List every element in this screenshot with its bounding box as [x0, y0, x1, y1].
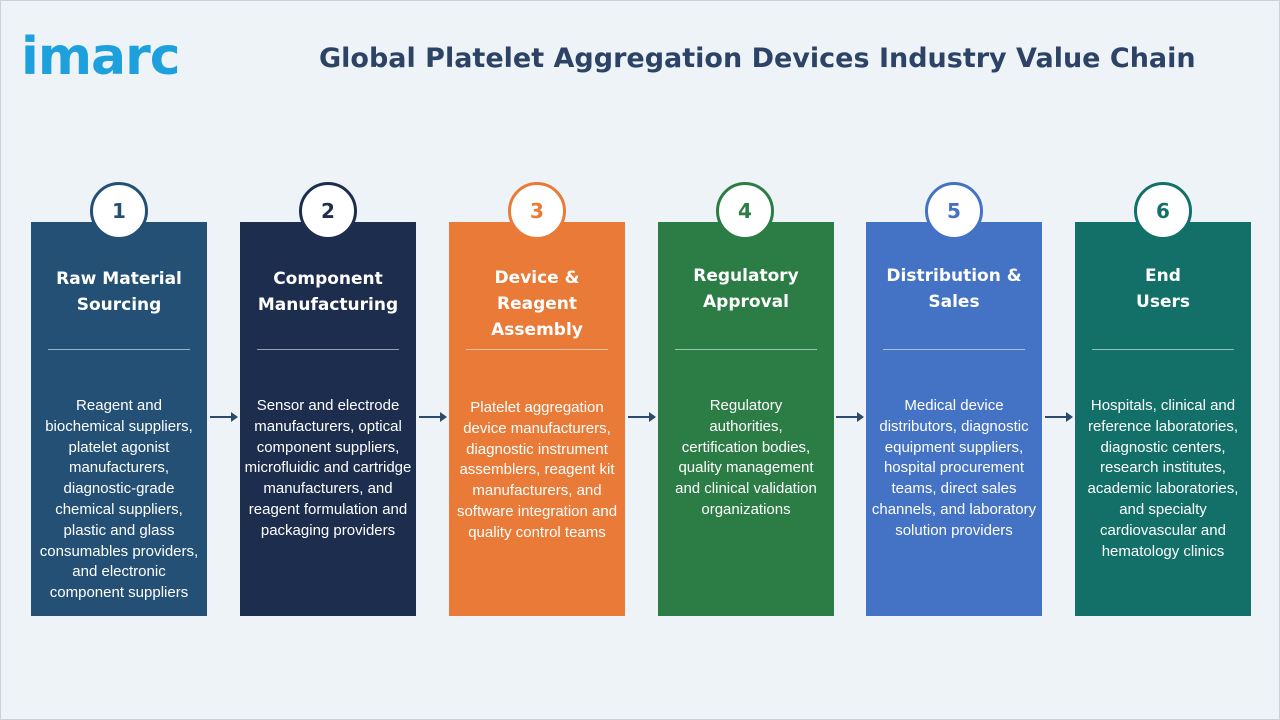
step-card-end-users: End Users Hospitals, clinical and refere…: [1075, 222, 1251, 616]
arrow-right-icon: [419, 412, 447, 422]
step-card-component-manufacturing: Component Manufacturing Sensor and elect…: [240, 222, 416, 616]
step-divider: [883, 349, 1025, 350]
step-heading: Regulatory Approval: [693, 266, 799, 312]
step-number-badge: 6: [1134, 182, 1192, 240]
step-description: Regulatory authorities, certification bo…: [675, 397, 817, 518]
step-divider: [48, 349, 190, 350]
step-heading: Raw Material Sourcing: [56, 269, 182, 315]
step-card-regulatory-approval: Regulatory Approval Regulatory authoriti…: [658, 222, 834, 616]
step-number-badge: 1: [90, 182, 148, 240]
step-heading: End Users: [1136, 266, 1190, 312]
step-heading: Device & Reagent Assembly: [491, 268, 583, 340]
step-heading: Component Manufacturing: [257, 269, 399, 315]
step-card-device-reagent-assembly: Device & Reagent Assembly Platelet aggre…: [449, 222, 625, 616]
arrow-right-icon: [836, 412, 864, 422]
step-description: Sensor and electrode manufacturers, opti…: [244, 397, 412, 539]
step-divider: [257, 349, 399, 350]
step-description: Medical device distributors, diagnostic …: [871, 397, 1037, 539]
step-number-badge: 2: [299, 182, 357, 240]
step-divider: [1092, 349, 1234, 350]
step-description: Platelet aggregation device manufacturer…: [456, 399, 618, 541]
step-description: Hospitals, clinical and reference labora…: [1087, 397, 1239, 560]
arrow-right-icon: [1045, 412, 1073, 422]
step-number-badge: 3: [508, 182, 566, 240]
imarc-logo: imarc: [21, 27, 181, 87]
page-title: Global Platelet Aggregation Devices Indu…: [319, 43, 1196, 74]
step-card-distribution-sales: Distribution & Sales Medical device dist…: [866, 222, 1042, 616]
step-number-badge: 5: [925, 182, 983, 240]
arrow-right-icon: [628, 412, 656, 422]
step-heading: Distribution & Sales: [886, 266, 1022, 312]
step-divider: [466, 349, 608, 350]
step-number-badge: 4: [716, 182, 774, 240]
step-divider: [675, 349, 817, 350]
step-description: Reagent and biochemical suppliers, plate…: [39, 397, 199, 602]
step-card-raw-material-sourcing: Raw Material Sourcing Reagent and bioche…: [31, 222, 207, 616]
arrow-right-icon: [210, 412, 238, 422]
